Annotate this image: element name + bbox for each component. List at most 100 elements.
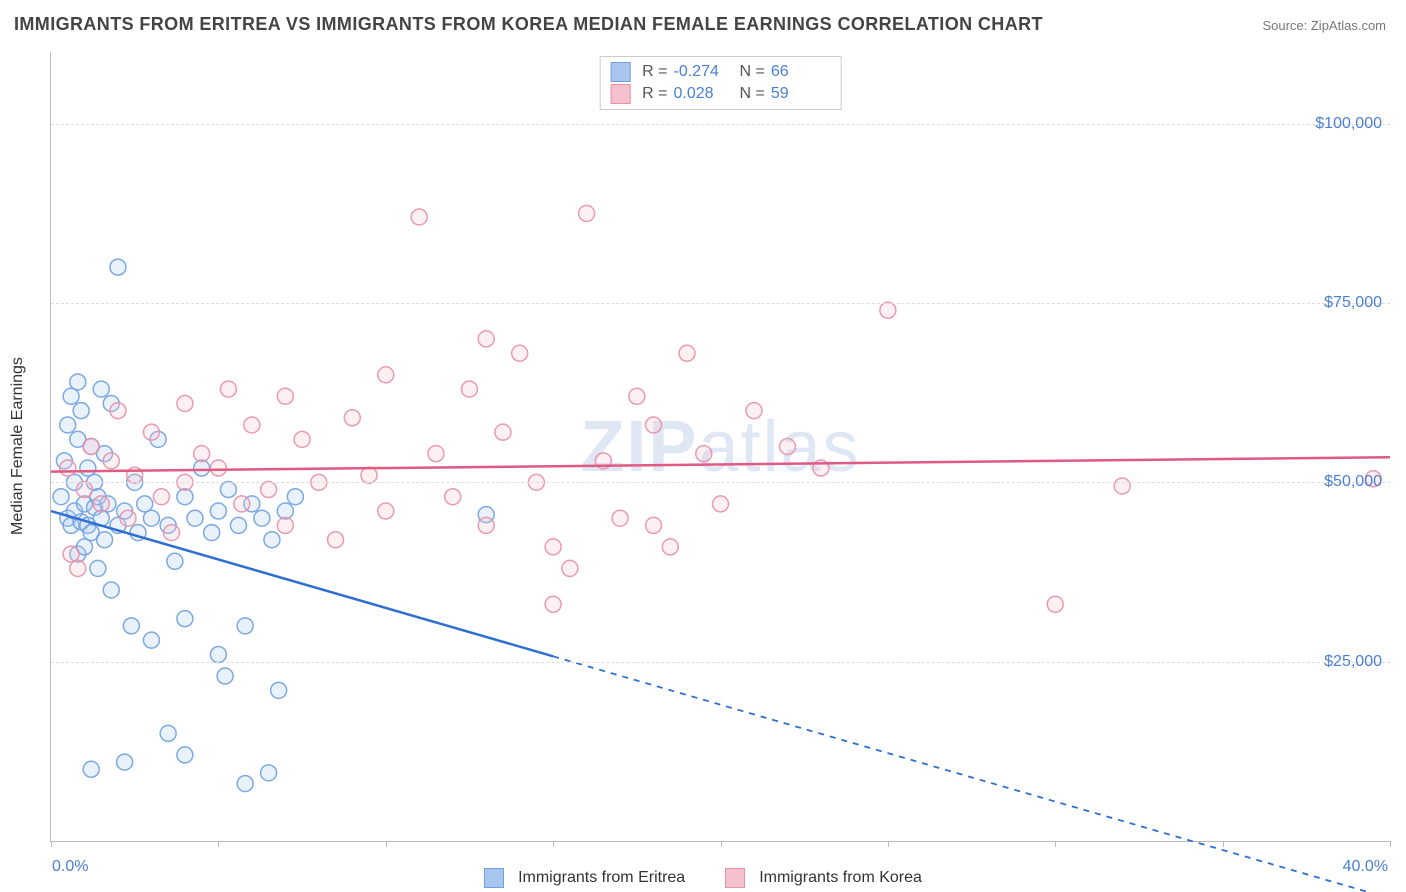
data-point xyxy=(478,331,494,347)
data-point xyxy=(70,560,86,576)
bottom-legend: Immigrants from Eritrea Immigrants from … xyxy=(0,868,1406,888)
data-point xyxy=(177,611,193,627)
data-point xyxy=(361,467,377,483)
data-point xyxy=(177,395,193,411)
data-point xyxy=(90,560,106,576)
data-point xyxy=(177,747,193,763)
n-label: N = xyxy=(740,83,765,105)
legend-label-eritrea: Immigrants from Eritrea xyxy=(518,869,685,887)
data-point xyxy=(63,388,79,404)
data-point xyxy=(271,682,287,698)
data-point xyxy=(53,489,69,505)
data-point xyxy=(73,403,89,419)
data-point xyxy=(545,596,561,612)
data-point xyxy=(70,374,86,390)
data-point xyxy=(1114,478,1130,494)
data-point xyxy=(60,417,76,433)
chart-container: IMMIGRANTS FROM ERITREA VS IMMIGRANTS FR… xyxy=(0,0,1406,892)
data-point xyxy=(210,647,226,663)
data-point xyxy=(237,618,253,634)
data-point xyxy=(713,496,729,512)
data-point xyxy=(478,517,494,533)
data-point xyxy=(495,424,511,440)
data-point xyxy=(287,489,303,505)
data-point xyxy=(746,403,762,419)
data-point xyxy=(204,525,220,541)
trend-line xyxy=(51,511,553,656)
data-point xyxy=(160,725,176,741)
data-point xyxy=(277,517,293,533)
x-tick xyxy=(386,841,387,847)
data-point xyxy=(187,510,203,526)
data-point xyxy=(1047,596,1063,612)
x-tick xyxy=(1390,841,1391,847)
data-point xyxy=(662,539,678,555)
n-value-eritrea: 66 xyxy=(771,61,831,83)
gridline xyxy=(51,124,1390,125)
data-point xyxy=(779,439,795,455)
data-point xyxy=(254,510,270,526)
data-point xyxy=(80,460,96,476)
x-tick xyxy=(51,841,52,847)
data-point xyxy=(93,381,109,397)
data-point xyxy=(579,205,595,221)
data-point xyxy=(137,496,153,512)
x-tick xyxy=(721,841,722,847)
data-point xyxy=(237,776,253,792)
data-point xyxy=(110,403,126,419)
data-point xyxy=(428,446,444,462)
chart-title: IMMIGRANTS FROM ERITREA VS IMMIGRANTS FR… xyxy=(14,14,1043,35)
data-point xyxy=(562,560,578,576)
data-point xyxy=(261,482,277,498)
data-point xyxy=(210,460,226,476)
gridline xyxy=(51,662,1390,663)
data-point xyxy=(143,424,159,440)
data-point xyxy=(103,582,119,598)
data-point xyxy=(512,345,528,361)
data-point xyxy=(545,539,561,555)
trend-line-extrapolated xyxy=(553,656,1390,892)
data-point xyxy=(445,489,461,505)
trend-line xyxy=(51,457,1390,471)
n-label: N = xyxy=(740,61,765,83)
data-point xyxy=(378,367,394,383)
data-point xyxy=(646,517,662,533)
plot-area: ZIPatlas R = -0.274 N = 66 R = 0.028 N =… xyxy=(50,52,1390,842)
data-point xyxy=(378,503,394,519)
stats-row-korea: R = 0.028 N = 59 xyxy=(610,83,831,105)
data-point xyxy=(461,381,477,397)
y-tick-label: $50,000 xyxy=(1324,473,1382,491)
legend-swatch-eritrea xyxy=(484,868,504,888)
r-label: R = xyxy=(642,83,667,105)
legend-item-eritrea: Immigrants from Eritrea xyxy=(484,868,685,888)
data-point xyxy=(679,345,695,361)
data-point xyxy=(117,754,133,770)
data-point xyxy=(97,532,113,548)
r-value-eritrea: -0.274 xyxy=(674,61,734,83)
r-label: R = xyxy=(642,61,667,83)
data-point xyxy=(143,632,159,648)
data-point xyxy=(83,761,99,777)
data-point xyxy=(612,510,628,526)
data-point xyxy=(60,460,76,476)
data-point xyxy=(63,546,79,562)
data-point xyxy=(696,446,712,462)
data-point xyxy=(143,510,159,526)
data-point xyxy=(110,259,126,275)
data-point xyxy=(164,525,180,541)
y-tick-label: $100,000 xyxy=(1315,115,1382,133)
y-tick-label: $75,000 xyxy=(1324,294,1382,312)
data-point xyxy=(153,489,169,505)
data-point xyxy=(120,510,136,526)
data-point xyxy=(880,302,896,318)
data-point xyxy=(103,453,119,469)
data-point xyxy=(217,668,233,684)
data-point xyxy=(194,446,210,462)
gridline xyxy=(51,482,1390,483)
y-axis-label: Median Female Earnings xyxy=(9,357,27,535)
data-point xyxy=(629,388,645,404)
data-point xyxy=(220,381,236,397)
data-point xyxy=(277,388,293,404)
legend-swatch-korea xyxy=(725,868,745,888)
data-point xyxy=(264,532,280,548)
